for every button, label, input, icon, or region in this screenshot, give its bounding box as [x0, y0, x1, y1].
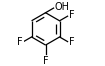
Text: F: F — [69, 37, 74, 47]
Text: F: F — [17, 37, 22, 47]
Text: OH: OH — [55, 2, 70, 12]
Text: F: F — [43, 56, 48, 66]
Text: F: F — [69, 10, 74, 20]
